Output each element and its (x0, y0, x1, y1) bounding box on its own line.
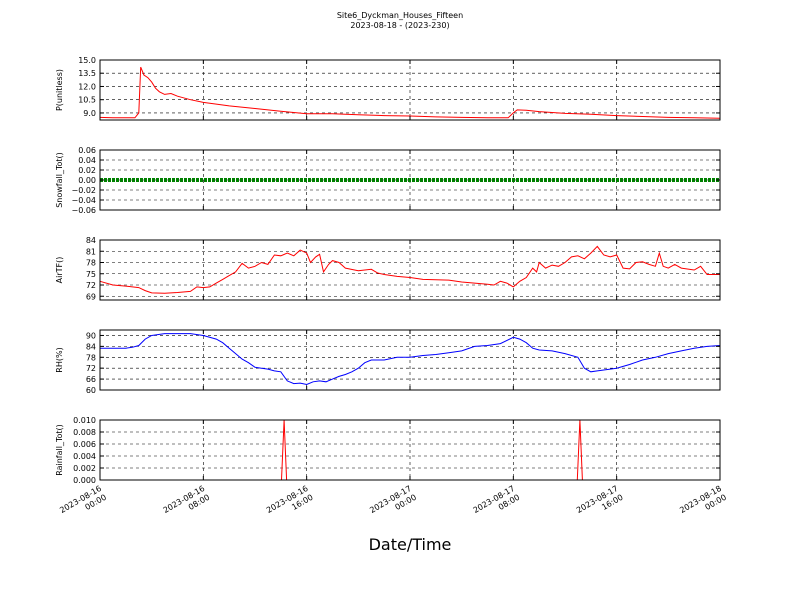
y-tick-label: 13.5 (78, 69, 96, 78)
y-tick-label: 0.008 (73, 428, 96, 437)
panel-1: 9.0 10.5 12.0 13.5 15.0 P(unitless) (55, 56, 721, 121)
y-tick-label: 0.04 (78, 156, 96, 165)
x-tick-labels: 2023-08-1600:00 2023-08-1608:00 2023-08-16… (58, 484, 728, 524)
y-tick-label: 84 (86, 342, 96, 351)
y-tick-label: 78 (86, 259, 96, 268)
y-tick-label: 90 (86, 331, 96, 340)
x-tick-label: 2023-08-1600:00 (58, 484, 108, 524)
y-tick-label: 81 (86, 247, 96, 256)
y-tick-label: 0.000 (73, 476, 96, 485)
y-tick-label: 15.0 (78, 56, 96, 65)
panel-3: 69 72 75 78 81 84 AirTF() (55, 236, 721, 301)
y-tick-label: 9.0 (83, 109, 96, 118)
y-axis-label: RH(%) (55, 347, 64, 372)
y-axis-label: AirTF() (55, 257, 64, 284)
y-axis-label: P(unitless) (55, 69, 64, 111)
x-axis-label: Date/Time (369, 535, 452, 554)
x-tick-label: 2023-08-1608:00 (162, 484, 212, 524)
panel-4: 60 66 72 78 84 90 RH(%) (55, 329, 721, 395)
y-tick-label: 75 (86, 270, 96, 279)
y-tick-label: 10.5 (78, 96, 96, 105)
chart-subtitle: 2023-08-18 - (2023-230) (350, 21, 449, 30)
y-tick-label: 0.006 (73, 440, 96, 449)
y-tick-label: −0.04 (71, 196, 96, 205)
x-tick-label: 2023-08-1708:00 (472, 484, 522, 524)
y-tick-label: 69 (86, 292, 96, 301)
data-line-3 (99, 245, 720, 294)
y-tick-label: 0.004 (73, 452, 96, 461)
data-line-1 (99, 66, 721, 119)
x-tick-label: 2023-08-1700:00 (368, 484, 418, 524)
y-tick-label: 66 (86, 375, 96, 384)
x-tick-label: 2023-08-1616:00 (265, 484, 315, 524)
y-tick-label: 0.010 (73, 416, 96, 425)
y-tick-label: 0.002 (73, 464, 96, 473)
x-tick-label: 2023-08-1716:00 (575, 484, 625, 524)
y-axis-label: Snowfall_Tot() (55, 152, 64, 208)
y-tick-label: 72 (86, 364, 96, 373)
y-tick-label: 0.02 (78, 166, 96, 175)
y-tick-label: 12.0 (78, 82, 96, 91)
y-tick-label: 72 (86, 281, 96, 290)
panel-2: −0.06−0.04−0.020.000.020.040.06 Snowfall_… (55, 146, 721, 215)
chart-title: Site6_Dyckman_Houses_Fifteen (337, 11, 463, 20)
y-tick-label: 0.00 (78, 176, 96, 185)
y-tick-label: −0.06 (71, 206, 96, 215)
y-tick-label: 60 (86, 386, 96, 395)
x-tick-label: 2023-08-1800:00 (678, 484, 728, 524)
panel-5: 0.000 0.002 0.004 0.006 0.008 0.010 Rainfall_T… (55, 416, 721, 485)
data-line-4 (100, 333, 721, 386)
y-tick-label: 84 (86, 236, 96, 245)
y-axis-label: Rainfall_Tot() (55, 424, 64, 476)
y-tick-label: 0.06 (78, 146, 96, 155)
panels: 9.0 10.5 12.0 13.5 15.0 P(unitless) −0.06−0.04… (55, 56, 721, 485)
y-tick-label: 78 (86, 353, 96, 362)
y-tick-label: −0.02 (71, 186, 96, 195)
